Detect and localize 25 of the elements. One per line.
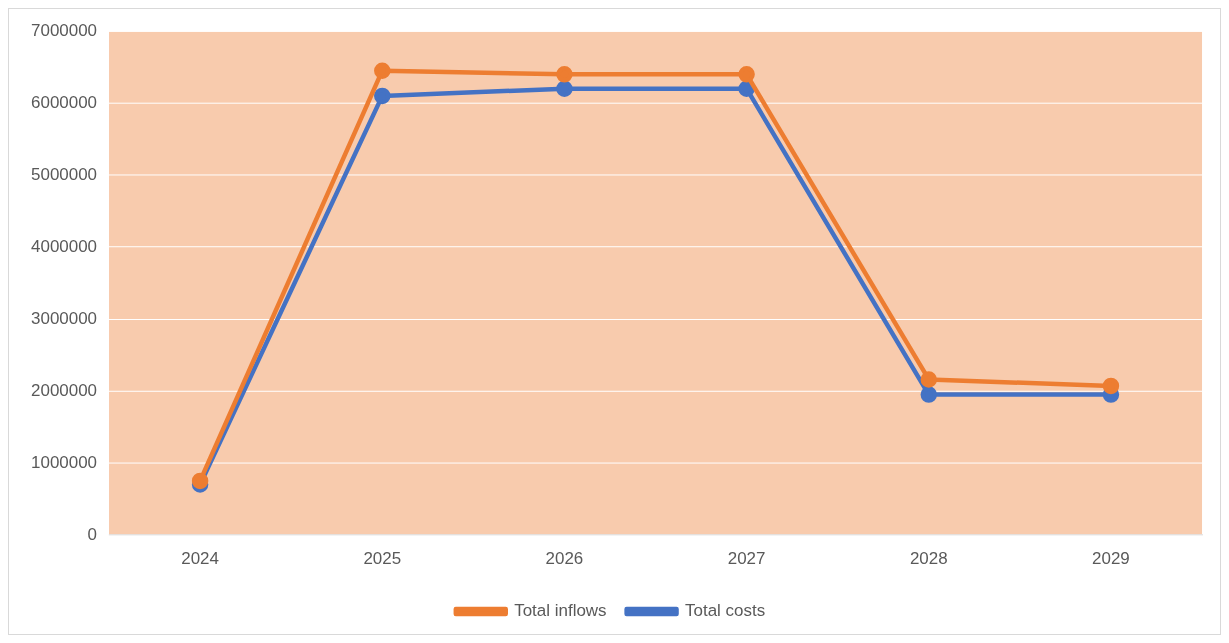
point bbox=[374, 62, 391, 79]
y-tick-label: 4000000 bbox=[31, 236, 98, 256]
point bbox=[374, 87, 391, 105]
point bbox=[191, 472, 209, 490]
y-tick-label: 6000000 bbox=[31, 92, 98, 112]
point bbox=[556, 66, 573, 83]
x-tick-label: 2026 bbox=[545, 548, 584, 568]
legend-label: Total inflows bbox=[514, 601, 607, 621]
point bbox=[920, 371, 938, 388]
y-tick-label: 1000000 bbox=[31, 452, 98, 472]
x-tick-label: 2029 bbox=[1092, 548, 1130, 568]
y-tick-label: 3000000 bbox=[31, 308, 98, 328]
x-tick-label: 2024 bbox=[181, 548, 219, 568]
x-tick-label: 2028 bbox=[909, 548, 948, 568]
point bbox=[556, 80, 573, 97]
legend-label: Total costs bbox=[685, 601, 766, 621]
point bbox=[738, 66, 755, 83]
y-tick-label: 0 bbox=[87, 524, 98, 544]
y-tick-label: 7000000 bbox=[31, 20, 98, 40]
point bbox=[1102, 377, 1120, 395]
point bbox=[920, 386, 938, 403]
x-tick-label: 2025 bbox=[363, 548, 402, 568]
x-tick-label: 2027 bbox=[727, 548, 766, 568]
y-tick-label: 2000000 bbox=[31, 380, 98, 400]
y-tick-label: 5000000 bbox=[31, 164, 98, 184]
